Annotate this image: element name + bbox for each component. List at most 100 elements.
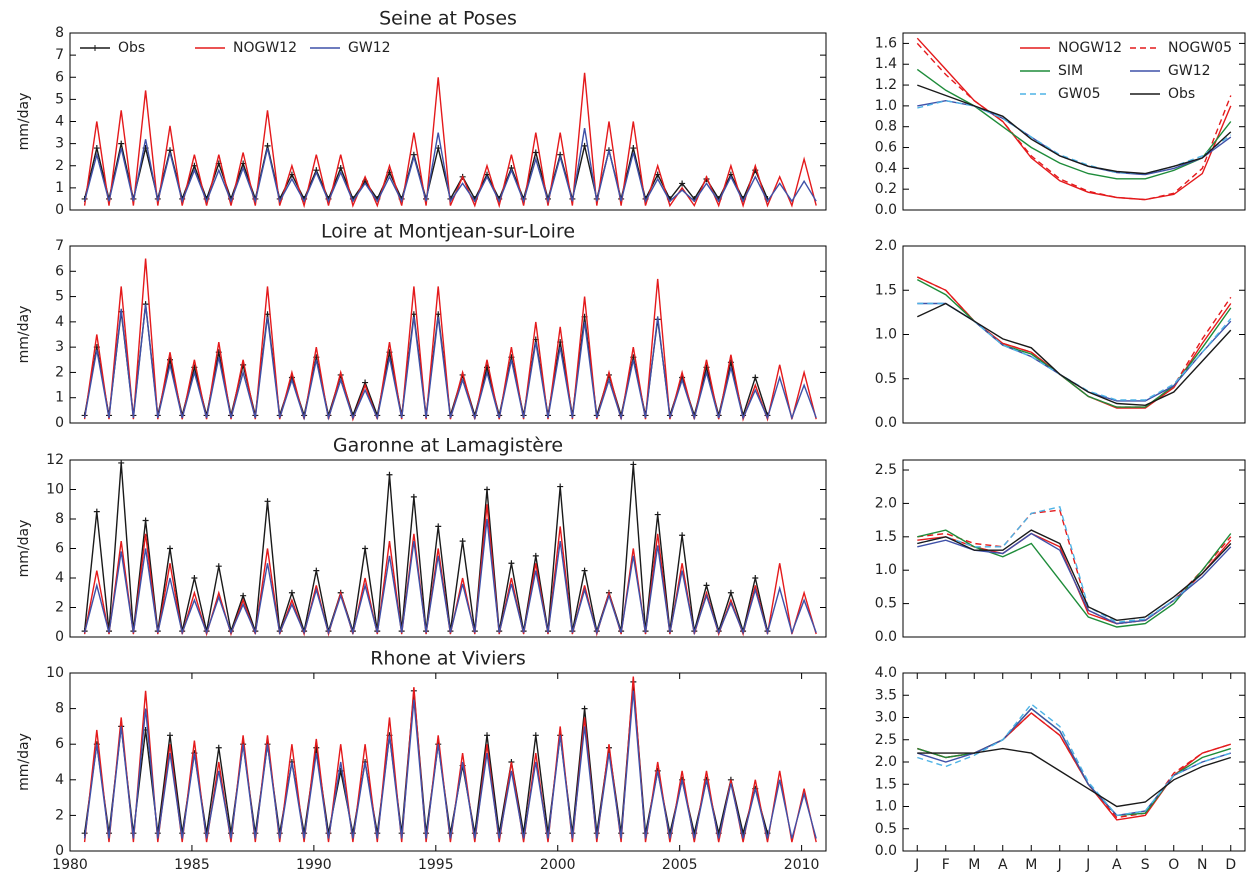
legend-label: GW05 [1058, 86, 1101, 102]
obs-marker [654, 511, 661, 518]
x-tick-label: 1985 [174, 857, 210, 873]
panel: Rhone at Viviers mm/day 0 2 4 6 8 10 1980 1985 199… [16, 648, 827, 873]
obs-marker [118, 459, 125, 466]
obs-marker [386, 471, 393, 478]
y-tick-label: 1.5 [875, 282, 897, 298]
y-tick-label: 0.5 [875, 596, 897, 612]
y-tick-label: 0.0 [875, 202, 897, 218]
y-tick-label: 2.0 [875, 495, 897, 511]
y-axis-label: mm/day [16, 520, 32, 578]
panel: Loire at Montjean-sur-Loire mm/day 0 1 2 3 4 5 6… [16, 221, 827, 431]
y-tick-label: 1.0 [875, 327, 897, 343]
panel: Seine at Poses mm/day 0 1 2 3 4 5 6 7 8 Obs NOGW12 GW… [16, 8, 827, 218]
obs-marker [118, 140, 125, 147]
panel: 0.0 0.2 0.4 0.6 0.8 1.0 1.2 1.4 1.6 NOGW12 NOGW05 S… [875, 32, 1246, 218]
obs-marker [581, 142, 588, 149]
obs-marker [581, 567, 588, 574]
y-tick-label: 8 [55, 511, 64, 527]
y-tick-label: 6 [55, 69, 64, 85]
obs-marker [240, 592, 247, 599]
y-tick-label: 4 [55, 772, 64, 788]
obs-marker [264, 498, 271, 505]
chart-title: Seine at Poses [379, 8, 517, 30]
obs-marker [313, 567, 320, 574]
y-tick-label: 8 [55, 701, 64, 717]
y-tick-label: 1 [55, 180, 64, 196]
obs-marker [191, 575, 198, 581]
obs-marker [532, 732, 539, 739]
y-axis-label: mm/day [16, 306, 32, 364]
y-tick-label: 3.0 [875, 710, 897, 726]
y-tick-label: 0.5 [875, 371, 897, 387]
series-line [917, 99, 1232, 175]
obs-marker [581, 705, 588, 712]
obs-marker [484, 486, 491, 493]
x-tick-label: M [968, 857, 980, 873]
y-tick-label: 1 [55, 390, 64, 406]
series-line [83, 258, 817, 422]
obs-marker [142, 517, 149, 524]
obs-marker [630, 145, 637, 152]
y-tick-label: 5 [55, 289, 64, 305]
y-tick-label: 0.6 [875, 140, 897, 156]
x-tick-label: J [1085, 857, 1090, 873]
y-tick-label: 2 [55, 364, 64, 380]
series-line [917, 276, 1232, 408]
y-tick-label: 4 [55, 570, 64, 586]
x-tick-label: J [1057, 857, 1062, 873]
obs-marker [93, 508, 100, 515]
series-line [83, 304, 817, 421]
y-tick-label: 6 [55, 736, 64, 752]
panel: Garonne at Lamagistère mm/day 0 2 4 6 8 10 12 [16, 435, 827, 645]
obs-marker [362, 545, 369, 552]
plot-frame [902, 672, 1246, 852]
series-line [917, 712, 1232, 819]
y-tick-label: 3.5 [875, 687, 897, 703]
y-axis-label: mm/day [16, 733, 32, 791]
y-tick-label: 0.0 [875, 843, 897, 859]
y-tick-label: 3 [55, 339, 64, 355]
y-tick-label: 1.5 [875, 529, 897, 545]
series-line [83, 72, 817, 209]
series-line [917, 707, 1232, 817]
chart-title: Garonne at Lamagistère [333, 435, 563, 457]
y-tick-label: 2.0 [875, 238, 897, 254]
legend-label: GW12 [1168, 63, 1211, 79]
legend-label: Obs [118, 40, 145, 56]
series-line [917, 505, 1232, 624]
x-tick-label: O [1168, 857, 1179, 873]
obs-marker [435, 523, 442, 530]
x-tick-label: F [942, 857, 950, 873]
obs-marker [288, 589, 295, 596]
y-tick-label: 2 [55, 807, 64, 823]
series-line [83, 690, 817, 839]
y-tick-label: 4 [55, 314, 64, 330]
obs-marker [410, 493, 417, 500]
x-tick-label: N [1197, 857, 1207, 873]
y-tick-label: 0.0 [875, 629, 897, 645]
series-line [917, 529, 1232, 628]
panel: 0.0 0.5 1.0 1.5 2.0 [875, 238, 1246, 431]
panel: 0.0 0.5 1.0 1.5 2.0 2.5 3.0 3.5 4.0 J F M A M J J A S O N D [875, 665, 1246, 873]
y-tick-label: 12 [46, 452, 64, 468]
y-tick-label: 2 [55, 158, 64, 174]
x-tick-label: 2000 [540, 857, 576, 873]
y-tick-label: 0.2 [875, 181, 897, 197]
y-tick-label: 1.0 [875, 98, 897, 114]
legend-marker [92, 45, 98, 51]
y-tick-label: 0.5 [875, 821, 897, 837]
y-tick-label: 7 [55, 238, 64, 254]
series-line [83, 462, 769, 634]
series-line [917, 509, 1232, 625]
y-tick-label: 0 [55, 843, 64, 859]
y-tick-label: 6 [55, 541, 64, 557]
legend-label: Obs [1168, 86, 1195, 102]
y-tick-label: 0 [55, 629, 64, 645]
chart-title: Rhone at Viviers [370, 648, 526, 670]
x-tick-label: S [1141, 857, 1150, 873]
obs-marker [215, 744, 222, 751]
y-tick-label: 3 [55, 136, 64, 152]
obs-marker [484, 732, 491, 739]
legend-label: SIM [1058, 63, 1083, 79]
